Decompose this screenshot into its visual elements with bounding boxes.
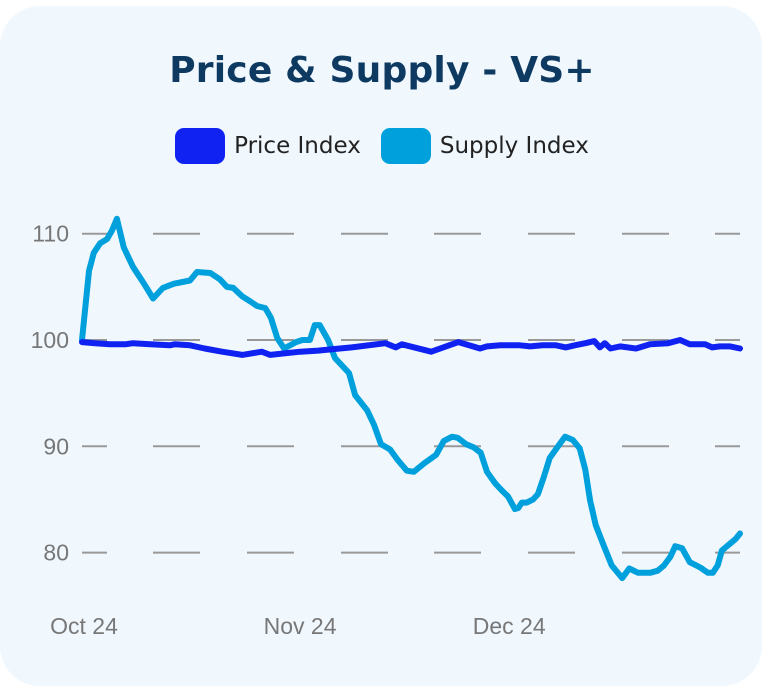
series-line-price-index — [79, 337, 743, 358]
y-tick-label-110: 110 — [32, 221, 69, 247]
series-line-supply-index — [79, 215, 743, 582]
chart-title: Price & Supply - VS+ — [169, 50, 595, 91]
x-tick-label-oct-24: Oct 24 — [50, 613, 118, 639]
legend-label-supply-index: Supply Index — [439, 133, 589, 159]
legend-item-price-index[interactable]: Price Index — [175, 128, 361, 164]
y-tick-label-90: 90 — [43, 433, 69, 459]
x-tick-label-nov-24: Nov 24 — [264, 613, 337, 639]
gridlines — [82, 232, 740, 554]
y-tick-label-80: 80 — [43, 540, 69, 566]
legend-swatch-price-index — [175, 128, 226, 164]
x-tick-label-dec-24: Dec 24 — [473, 613, 546, 639]
legend-swatch-supply-index — [380, 128, 431, 164]
legend-label-price-index: Price Index — [234, 133, 361, 159]
chart-legend: Price Index Supply Index — [0, 128, 764, 164]
series-lines — [79, 215, 743, 582]
x-axis-ticks: Oct 24 Nov 24 Dec 24 — [50, 613, 546, 639]
legend-item-supply-index[interactable]: Supply Index — [380, 128, 589, 164]
y-tick-label-100: 100 — [31, 327, 69, 353]
y-axis-ticks: 110 100 90 80 — [31, 221, 69, 566]
